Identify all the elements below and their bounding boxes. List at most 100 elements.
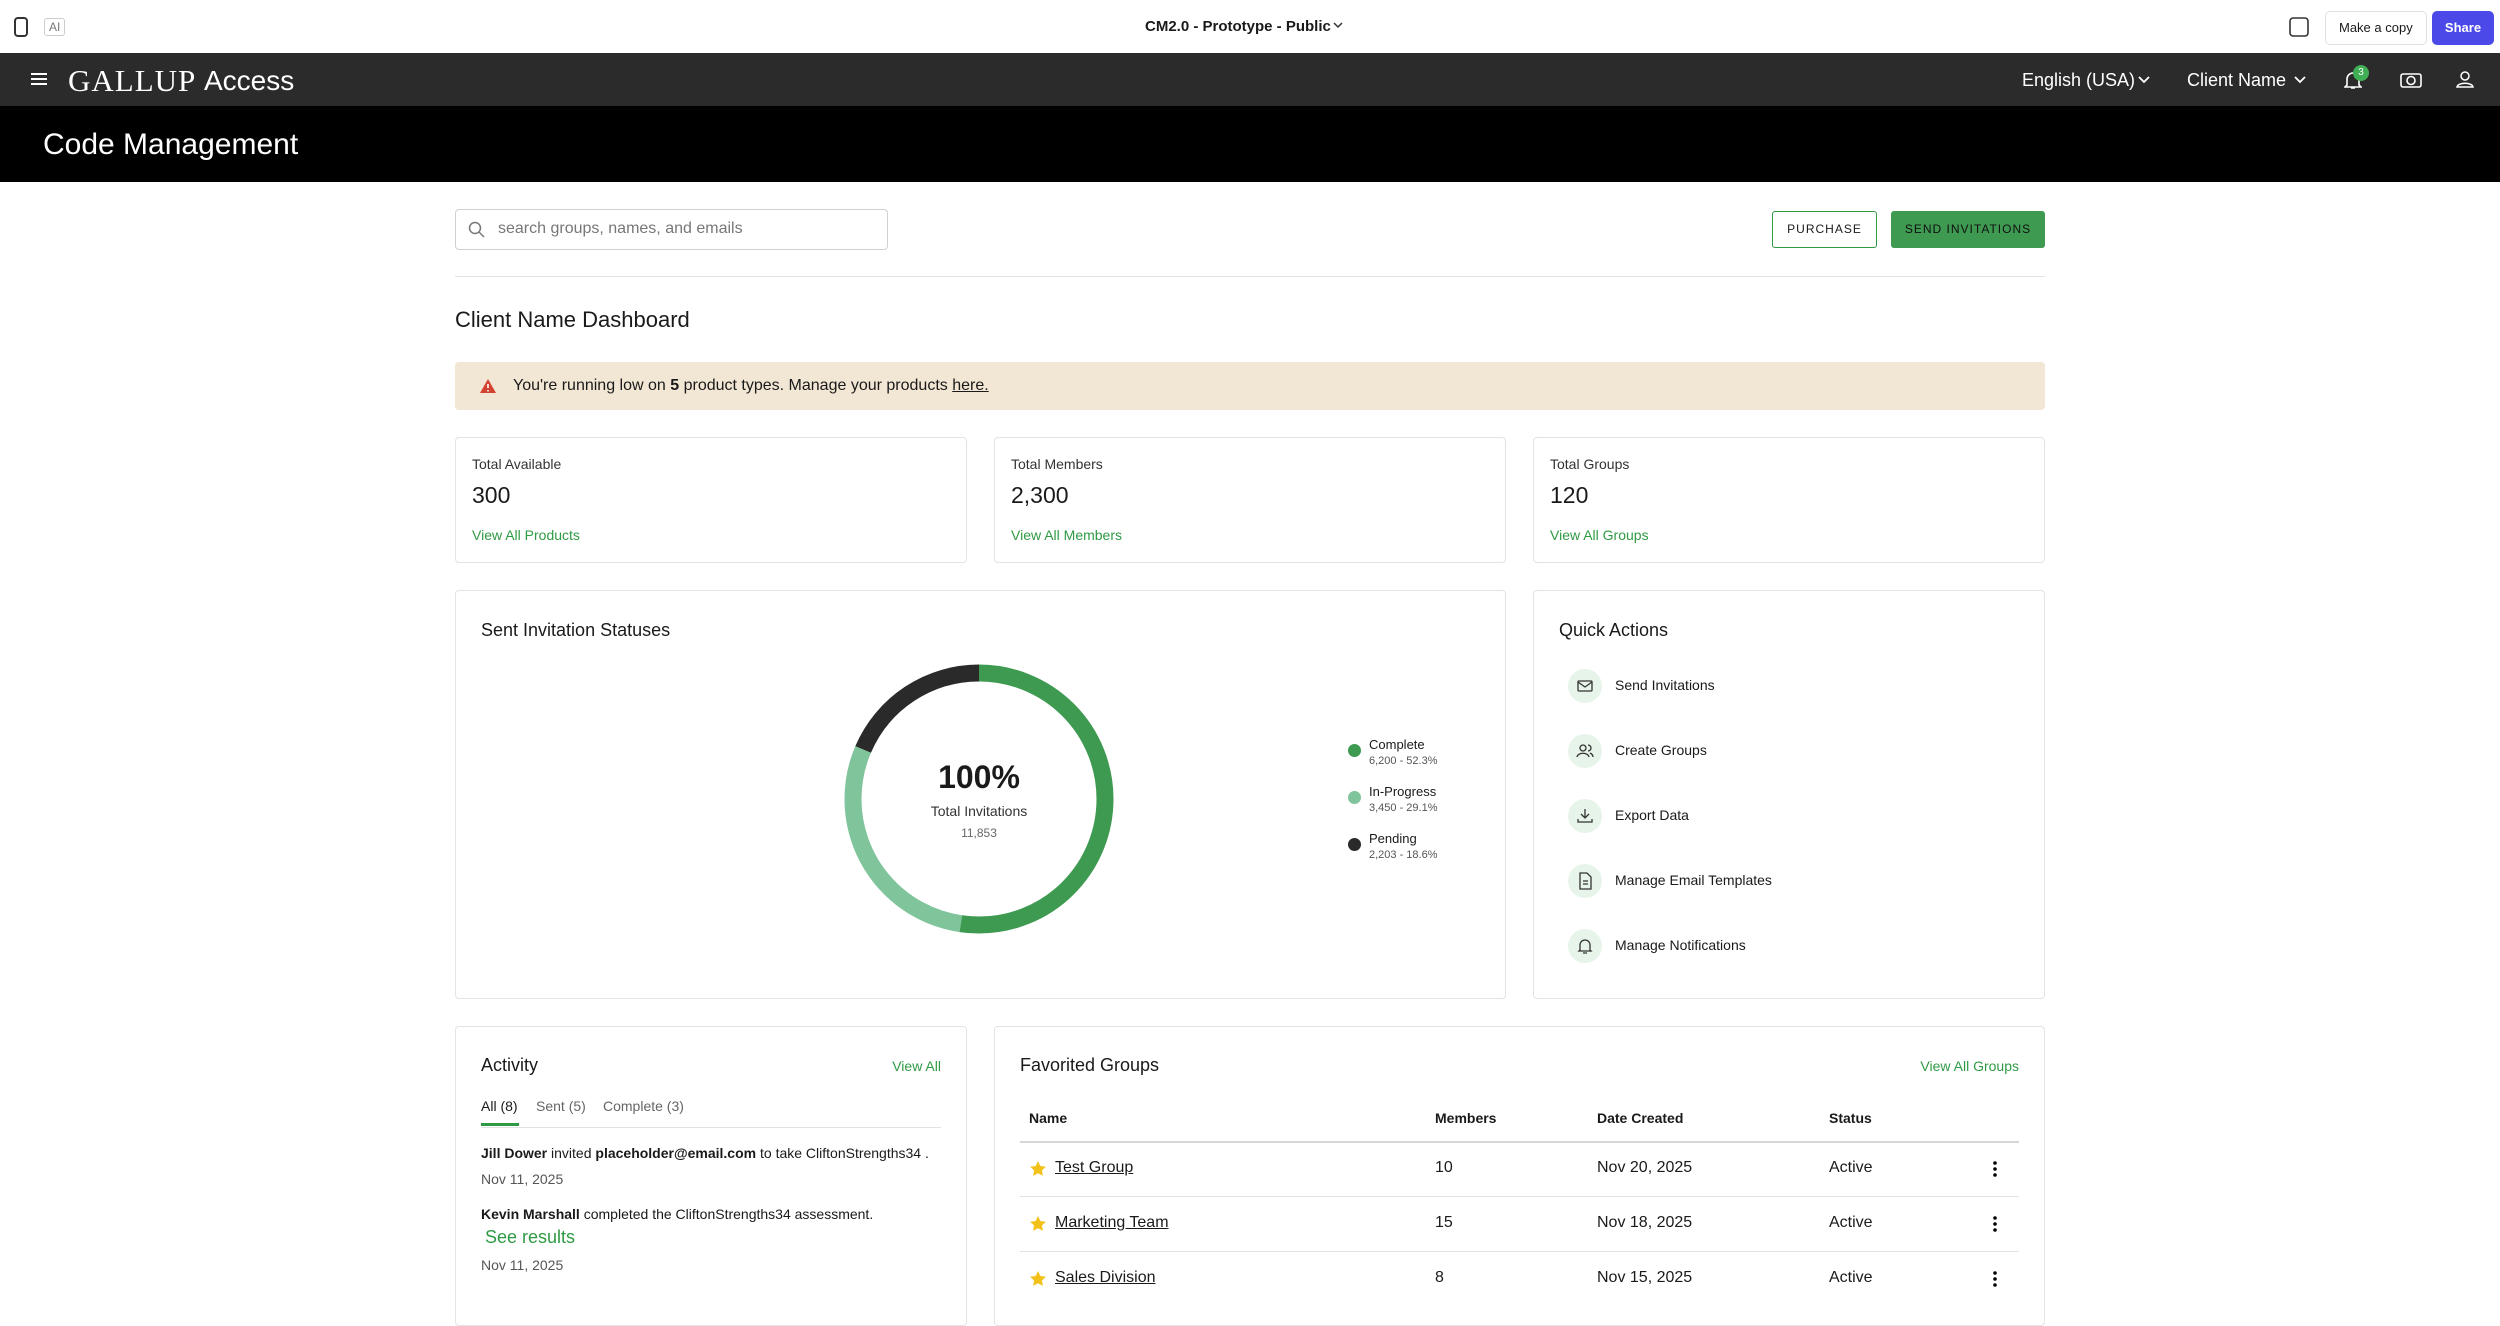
menu-icon[interactable]	[31, 72, 47, 86]
row-menu[interactable]	[1992, 1269, 1998, 1289]
tab-all[interactable]: All (8)	[481, 1098, 518, 1114]
favorites-card	[994, 1026, 2045, 1326]
activity-item: Kevin Marshall completed the CliftonStre…	[481, 1206, 873, 1222]
quick-action-label[interactable]: Export Data	[1615, 807, 1689, 823]
alert-count: 5	[670, 377, 680, 394]
stat-card	[455, 437, 967, 563]
column-header: Date Created	[1597, 1110, 1684, 1126]
stat-link[interactable]: View All Groups	[1550, 527, 1649, 543]
purchase-button[interactable]: PURCHASE	[1772, 211, 1877, 248]
star-icon[interactable]	[1029, 1215, 1047, 1233]
rest: to take CliftonStrengths34 .	[760, 1145, 929, 1161]
row-menu[interactable]	[1992, 1214, 1998, 1234]
present-icon[interactable]	[2288, 16, 2310, 38]
icon	[1577, 939, 1593, 954]
file-title[interactable]: CM2.0 - Prototype - Public	[1145, 18, 1331, 35]
alert-post: product types. Manage your products	[683, 377, 948, 394]
copy-button[interactable]: Make a copy	[2325, 11, 2427, 45]
invitation-title: Sent Invitation Statuses	[481, 620, 671, 640]
user-icon[interactable]	[2456, 70, 2474, 88]
alert	[455, 362, 2045, 410]
tab-divider	[481, 1127, 941, 1128]
page: {"figma_bar":{"title":"CM2.0 - Prototype…	[0, 11, 2500, 1326]
donut-segment	[844, 664, 1114, 934]
legend-dot	[1348, 791, 1361, 804]
favorites-view-all[interactable]: View All Groups	[1920, 1058, 2019, 1074]
star	[1030, 1161, 1046, 1176]
stat-link[interactable]: View All Products	[472, 527, 580, 543]
legend-name: Pending	[1369, 831, 1417, 846]
activity-item: Jill Dower invited placeholder@email.com…	[481, 1145, 929, 1161]
legend-dot	[1348, 838, 1361, 851]
share-button[interactable]: Share	[2432, 11, 2494, 45]
search-icon	[468, 221, 485, 238]
quick-action-icon[interactable]	[1568, 929, 1602, 963]
legend-detail: 6,200 - 52.3%	[1369, 755, 1438, 767]
client-select[interactable]: Client Name	[2187, 70, 2287, 90]
kebab	[1993, 1216, 1997, 1232]
search-box[interactable]	[455, 209, 888, 250]
stat-label: Total Available	[472, 456, 562, 472]
stat-label: Total Members	[1011, 456, 1103, 472]
cell: Active	[1829, 1269, 1873, 1286]
alert-text: You're running low on 5 product types. M…	[513, 377, 989, 395]
activity-title: Activity	[481, 1055, 539, 1075]
send-button[interactable]: SEND INVITATIONS	[1891, 211, 2045, 248]
cell: Nov 15, 2025	[1597, 1269, 1693, 1286]
verb: completed the CliftonStrengths34 assessm…	[583, 1206, 874, 1222]
see-results-link[interactable]: See results	[485, 1227, 576, 1247]
ai-badge[interactable]: AI	[44, 18, 66, 36]
quick-action-label[interactable]: Create Groups	[1615, 742, 1707, 758]
group-name[interactable]: Test Group	[1055, 1159, 1134, 1176]
tab-complete[interactable]: Complete (3)	[603, 1098, 684, 1114]
stat-link[interactable]: View All Members	[1011, 527, 1123, 543]
legend-dot	[1348, 744, 1361, 757]
group-name[interactable]: Sales Division	[1055, 1269, 1156, 1286]
header-line	[1020, 1141, 2019, 1143]
cell: 15	[1435, 1214, 1453, 1231]
stat-value: 300	[472, 482, 511, 508]
language-select[interactable]: English (USA)	[2022, 70, 2136, 90]
row-menu[interactable]	[1992, 1159, 1998, 1179]
quick-action-icon[interactable]	[1568, 864, 1602, 898]
title-caret	[1333, 22, 1343, 29]
tab-sent[interactable]: Sent (5)	[536, 1098, 586, 1114]
group-name[interactable]: Marketing Team	[1055, 1214, 1169, 1231]
cell: Active	[1829, 1159, 1873, 1176]
product-name: Access	[204, 65, 295, 96]
star-icon[interactable]	[1029, 1160, 1047, 1178]
donut-caption: Total Invitations	[930, 803, 1028, 819]
activity-view-all[interactable]: View All	[892, 1058, 941, 1074]
notification-badge: 3	[2353, 65, 2369, 81]
alert-pre: You're running low on	[513, 377, 666, 394]
kebab	[1993, 1161, 1997, 1177]
column-header: Name	[1029, 1110, 1068, 1126]
star-icon[interactable]	[1029, 1270, 1047, 1288]
alert-link[interactable]: here.	[952, 377, 989, 394]
warning-icon	[480, 379, 496, 393]
camera-icon[interactable]	[2400, 70, 2422, 88]
donut-count: 11,853	[961, 826, 997, 840]
icon	[1579, 872, 1592, 890]
quick-action-label[interactable]: Manage Notifications	[1615, 937, 1746, 953]
quick-action-icon[interactable]	[1568, 799, 1602, 833]
quick-action-icon[interactable]	[1568, 669, 1602, 703]
nav-bar	[0, 53, 2500, 106]
quick-actions-title: Quick Actions	[1559, 620, 1669, 640]
donut-total: 100%	[938, 759, 1020, 795]
caret	[2294, 76, 2306, 84]
legend-detail: 3,450 - 29.1%	[1369, 802, 1438, 814]
target: placeholder@email.com	[595, 1145, 757, 1161]
stat-value: 120	[1550, 482, 1589, 508]
quick-action-label[interactable]: Manage Email Templates	[1615, 872, 1772, 888]
stat-value: 2,300	[1011, 482, 1069, 508]
column-header: Status	[1829, 1110, 1872, 1126]
cell: Nov 20, 2025	[1597, 1159, 1693, 1176]
donut-segment	[844, 664, 1114, 934]
activity-card	[455, 1026, 967, 1326]
quick-action-label[interactable]: Send Invitations	[1615, 677, 1715, 693]
verb: invited	[551, 1145, 592, 1161]
favorites-title: Favorited Groups	[1020, 1055, 1160, 1075]
icon	[1577, 809, 1593, 823]
quick-action-icon[interactable]	[1568, 734, 1602, 768]
